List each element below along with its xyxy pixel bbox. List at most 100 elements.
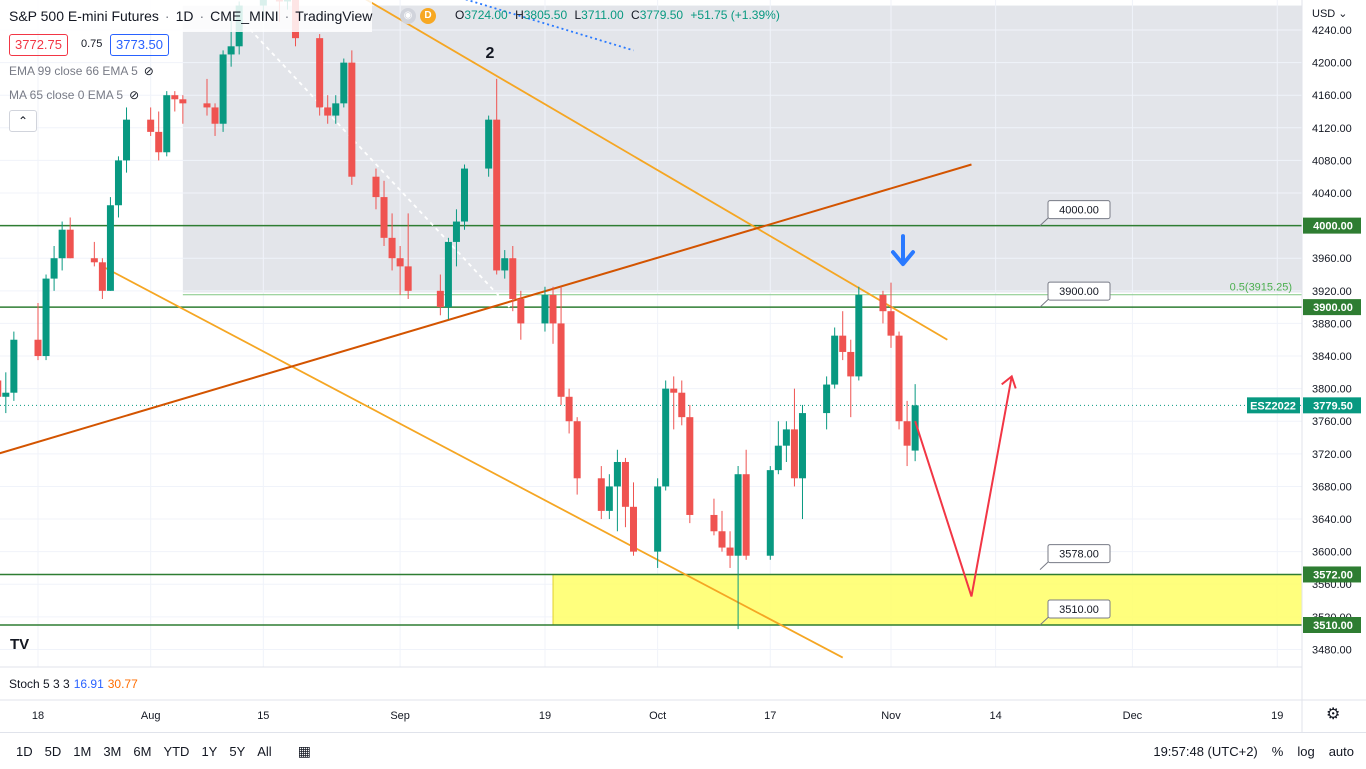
- candle-body: [621, 461, 629, 507]
- trendline: [0, 163, 972, 455]
- timeframe-ytd[interactable]: YTD: [163, 743, 190, 759]
- price-axis: [1302, 0, 1366, 667]
- hidden-eye-icon[interactable]: ⊘: [129, 88, 140, 102]
- time-tick: Aug: [141, 710, 161, 722]
- percent-toggle[interactable]: %: [1271, 743, 1284, 759]
- candle-body: [227, 46, 235, 55]
- price-tick: 3800.00: [1312, 384, 1352, 396]
- candle-body: [726, 547, 734, 556]
- candle-body: [316, 38, 324, 108]
- candle-body: [686, 417, 694, 515]
- line-price-label: 3510.00: [1313, 620, 1353, 632]
- candle-body: [831, 335, 839, 385]
- candle-body: [324, 107, 332, 116]
- auto-toggle[interactable]: auto: [1328, 743, 1354, 759]
- timeframe-1d[interactable]: 1D: [16, 743, 33, 759]
- collapse-legend-button[interactable]: ⌃: [9, 110, 37, 132]
- candle-body: [823, 384, 831, 414]
- candle-body: [597, 478, 605, 511]
- timeframe-5y[interactable]: 5Y: [229, 743, 246, 759]
- candle-body: [348, 62, 356, 177]
- candle-body: [203, 103, 211, 108]
- candle-body: [90, 258, 98, 263]
- candle-body: [541, 294, 549, 324]
- timeframe-6m[interactable]: 6M: [133, 743, 152, 759]
- candle-body: [565, 396, 573, 422]
- price-tick: 4200.00: [1312, 58, 1352, 70]
- callout-label: 3900.00: [1059, 286, 1099, 298]
- candle-body: [549, 294, 557, 324]
- open-value: 3724.00: [464, 8, 508, 22]
- indicator-ma[interactable]: MA 65 close 0 EMA 5 ⊘: [9, 88, 139, 102]
- price-tick: 3840.00: [1312, 351, 1352, 363]
- candle-body: [163, 95, 171, 153]
- candle-body: [766, 470, 774, 556]
- time-tick: Dec: [1123, 710, 1143, 722]
- candle-body: [782, 429, 790, 446]
- candle-body: [436, 290, 444, 308]
- line-price-tag: [1303, 617, 1361, 633]
- trendline: [464, 0, 634, 52]
- buy-price-button[interactable]: 3773.50: [110, 34, 169, 56]
- symbol-tag: [1247, 397, 1300, 414]
- eye-icon[interactable]: ◉: [400, 8, 416, 24]
- candle-body: [380, 197, 388, 238]
- candle-body: [501, 258, 509, 271]
- candle-body: [106, 205, 114, 291]
- hidden-eye-icon[interactable]: ⊘: [143, 64, 154, 78]
- candle-body: [58, 229, 66, 259]
- timeframe-1m[interactable]: 1M: [73, 743, 92, 759]
- candle-body: [66, 229, 74, 259]
- line-price-label: 3900.00: [1313, 302, 1353, 314]
- timeframe-3m[interactable]: 3M: [103, 743, 122, 759]
- callout-box: [1047, 281, 1111, 301]
- candle-body: [629, 506, 637, 552]
- price-tick: 3880.00: [1312, 318, 1352, 330]
- candle-body: [887, 311, 895, 336]
- wave-label: 2: [486, 45, 495, 62]
- candle-body: [895, 335, 903, 422]
- interval-label[interactable]: 1D: [175, 8, 194, 24]
- time-tick: Sep: [390, 710, 410, 722]
- timeframe-all[interactable]: All: [257, 743, 272, 759]
- stoch-legend[interactable]: Stoch 5 3 3 16.91 30.77: [9, 677, 138, 691]
- bottom-toolbar: 1D 5D 1M 3M 6M YTD 1Y 5Y All ▦ 19:57:48 …: [0, 732, 1366, 769]
- sell-price-button[interactable]: 3772.75: [9, 34, 68, 56]
- candle-body: [847, 351, 855, 377]
- log-toggle[interactable]: log: [1297, 743, 1315, 759]
- price-tick: 3720.00: [1312, 449, 1352, 461]
- candle-body: [147, 119, 155, 132]
- price-tick: 3480.00: [1312, 644, 1352, 656]
- clock-readout[interactable]: 19:57:48 (UTC+2): [1153, 743, 1258, 759]
- indicator-ema[interactable]: EMA 99 close 66 EMA 5 ⊘: [9, 64, 154, 78]
- candle-body: [605, 486, 613, 511]
- candle-body: [114, 160, 122, 206]
- chart-header: S&P 500 E-mini Futures · 1D · CME_MINI ·…: [0, 0, 373, 32]
- candle-body: [372, 176, 380, 198]
- timeframe-1y[interactable]: 1Y: [201, 743, 218, 759]
- candle-body: [734, 474, 742, 556]
- symbol-title[interactable]: S&P 500 E-mini Futures: [9, 8, 159, 24]
- candle-body: [50, 258, 58, 279]
- callout-box: [1047, 200, 1111, 220]
- high-value: 3805.50: [523, 8, 568, 22]
- candle-body: [155, 131, 163, 153]
- candle-body: [123, 119, 131, 161]
- calendar-range-icon[interactable]: ▦: [297, 742, 311, 759]
- indicator-label: MA 65 close 0 EMA 5: [9, 88, 124, 102]
- price-tick: 3960.00: [1312, 253, 1352, 265]
- candle-body: [10, 339, 18, 393]
- candle-body: [388, 237, 396, 259]
- candle-body: [171, 95, 179, 100]
- delayed-badge[interactable]: D: [420, 8, 436, 24]
- symbol-tag-label: ESZ2022: [1250, 400, 1296, 412]
- callout-box: [1047, 599, 1111, 619]
- ohlc-readout: O3724.00 H3805.50 L3711.00 C3779.50 +51.…: [455, 8, 780, 22]
- separator-dot: ·: [284, 8, 290, 24]
- candle-body: [452, 221, 460, 242]
- gear-icon[interactable]: ⚙: [1326, 706, 1341, 723]
- low-value: 3711.00: [581, 8, 624, 22]
- tradingview-logo[interactable]: TV: [10, 636, 30, 653]
- timeframe-5d[interactable]: 5D: [44, 743, 62, 759]
